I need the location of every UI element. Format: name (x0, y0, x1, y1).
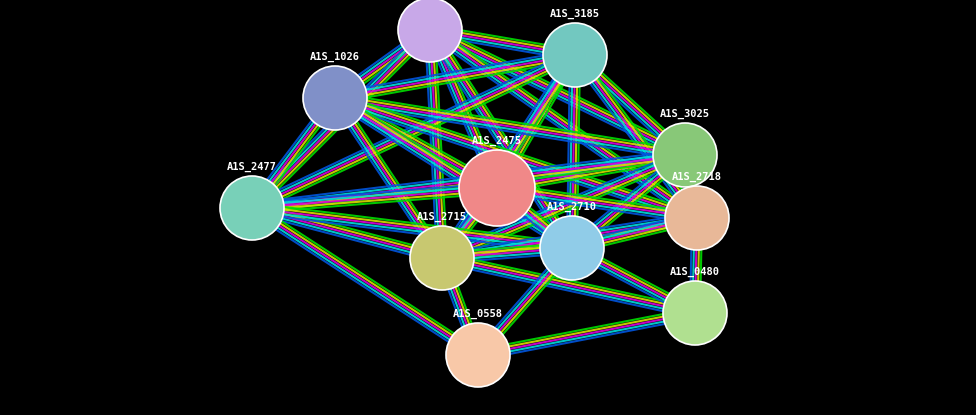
Text: A1S_2718: A1S_2718 (672, 172, 722, 182)
Ellipse shape (543, 23, 607, 87)
Ellipse shape (220, 176, 284, 240)
Text: A1S_0480: A1S_0480 (670, 267, 720, 277)
Ellipse shape (653, 123, 717, 187)
Ellipse shape (663, 281, 727, 345)
Ellipse shape (410, 226, 474, 290)
Text: A1S_3185: A1S_3185 (550, 9, 600, 19)
Text: A1S_1026: A1S_1026 (310, 52, 360, 62)
Text: A1S_2475: A1S_2475 (472, 136, 522, 146)
Ellipse shape (398, 0, 462, 62)
Text: A1S_2477: A1S_2477 (227, 162, 277, 172)
Ellipse shape (665, 186, 729, 250)
Text: A1S_3025: A1S_3025 (660, 109, 710, 119)
Ellipse shape (540, 216, 604, 280)
Ellipse shape (459, 150, 535, 226)
Text: A1S_2710: A1S_2710 (547, 202, 597, 212)
Text: A1S_0558: A1S_0558 (453, 309, 503, 319)
Text: A1S_2715: A1S_2715 (417, 212, 467, 222)
Ellipse shape (303, 66, 367, 130)
Ellipse shape (446, 323, 510, 387)
